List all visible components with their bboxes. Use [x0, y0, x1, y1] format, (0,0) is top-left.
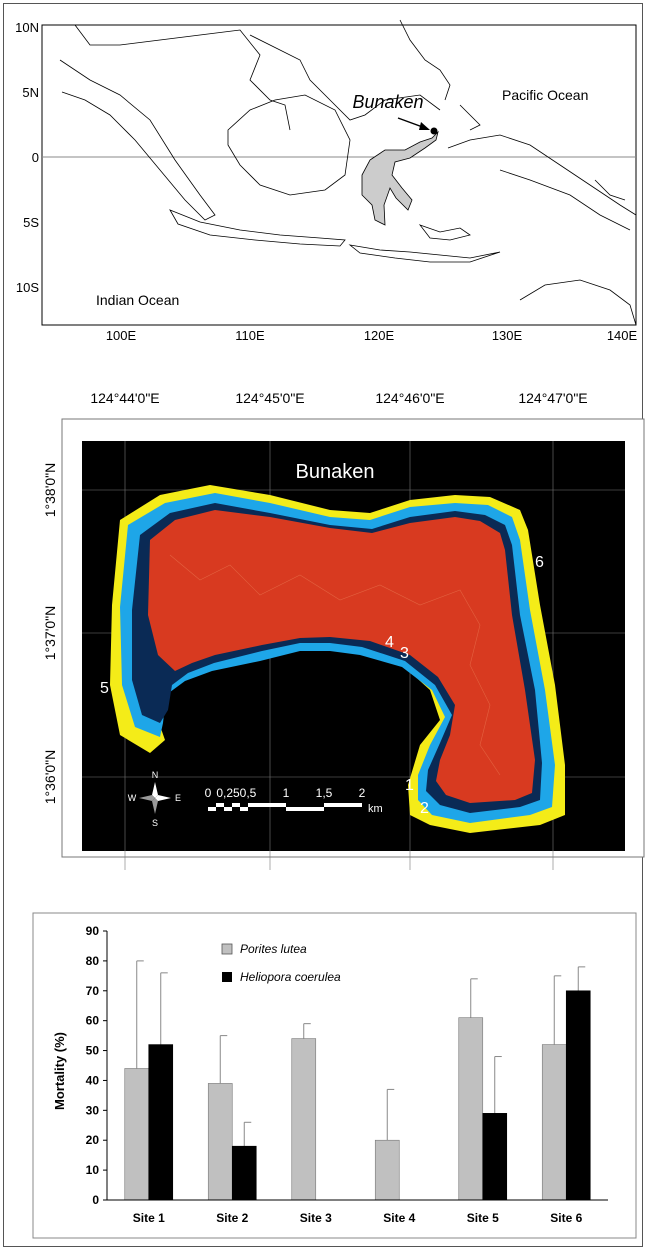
- x-tick-label: Site 3: [300, 1211, 332, 1225]
- bunaken-marker: [430, 127, 438, 135]
- mortality-chart: Mortality (%) 0 10 20 30 40 50 60 70 80 90 Site 1…: [32, 912, 637, 1239]
- site-label-3: 3: [400, 645, 409, 662]
- y-tick-label: 0: [92, 1193, 99, 1207]
- bar-porites: [124, 1068, 150, 1201]
- bar-heliopora: [231, 1145, 257, 1201]
- y-tick-label: 60: [86, 1014, 100, 1028]
- y-axis-label: Mortality (%): [52, 1032, 67, 1110]
- x-tick-label: Site 6: [550, 1211, 582, 1225]
- bar-porites: [541, 1044, 567, 1201]
- y-tick-label: 20: [86, 1133, 100, 1147]
- scale-bar: 0 0,25 0,5 1 1,5 2 km: [205, 786, 383, 815]
- bar-porites: [207, 1083, 233, 1201]
- scale-tick: 1: [283, 786, 290, 800]
- lat-label: 1°37'0"N: [42, 606, 58, 661]
- lat-label: 10N: [15, 20, 39, 35]
- compass-rose: N S W E: [128, 770, 181, 828]
- lat-label: 5N: [22, 85, 39, 100]
- bar-porites: [291, 1038, 317, 1201]
- island-lat-labels: 1°38'0"N 1°37'0"N 1°36'0"N: [42, 463, 58, 805]
- island-map: 124°44'0"E 124°45'0"E 124°46'0"E 124°47'…: [42, 390, 645, 870]
- scale-tick: 1,5: [316, 786, 333, 800]
- site-label-4: 4: [385, 634, 394, 651]
- site-label-6: 6: [535, 554, 544, 571]
- island-land: [148, 510, 535, 803]
- compass-s: S: [152, 818, 158, 828]
- compass-n: N: [152, 770, 159, 780]
- bunaken-arrowhead: [419, 122, 430, 130]
- lon-label: 124°47'0"E: [518, 390, 587, 406]
- x-tick-label: Site 1: [133, 1211, 165, 1225]
- legend-label-porites: Porites lutea: [240, 942, 307, 956]
- label-bunaken: Bunaken: [352, 92, 423, 112]
- site-labels: 1 2 3 4 5 6: [100, 554, 544, 817]
- y-tick-label: 40: [86, 1073, 100, 1087]
- overview-lat-labels: 10N 5N 0 5S 10S: [15, 20, 39, 295]
- y-tick-label: 70: [86, 984, 100, 998]
- bar-porites: [458, 1017, 484, 1201]
- scale-tick: 0: [205, 786, 212, 800]
- legend-label-heliopora: Heliopora coerulea: [240, 970, 341, 984]
- compass-e: E: [175, 793, 181, 803]
- x-tick-label: Site 2: [216, 1211, 248, 1225]
- island-lon-labels: 124°44'0"E 124°45'0"E 124°46'0"E 124°47'…: [90, 390, 587, 406]
- sulawesi-island: [361, 130, 439, 226]
- scale-unit: km: [368, 803, 383, 815]
- y-tick-label: 80: [86, 954, 100, 968]
- coastlines: [59, 19, 637, 326]
- legend: Porites lutea Heliopora coerulea: [221, 942, 341, 984]
- lon-label: 140E: [607, 328, 638, 343]
- overview-map: Bunaken Pacific Ocean Indian Ocean 10N 5…: [15, 19, 638, 343]
- overview-lon-labels: 100E 110E 120E 130E 140E: [106, 328, 638, 343]
- legend-swatch-porites: [221, 943, 233, 955]
- lat-label: 10S: [16, 280, 39, 295]
- x-tick-label: Site 4: [383, 1211, 415, 1225]
- y-tick-label: 90: [86, 924, 100, 938]
- lat-label: 1°38'0"N: [42, 463, 58, 518]
- land-texture: [169, 554, 501, 776]
- y-tick-label: 50: [86, 1044, 100, 1058]
- overview-map-border: [41, 24, 637, 326]
- x-tick-label: Site 5: [467, 1211, 499, 1225]
- lon-label: 124°46'0"E: [375, 390, 444, 406]
- lon-label: 100E: [106, 328, 137, 343]
- bar-heliopora: [148, 1044, 174, 1201]
- site-label-1: 1: [405, 777, 414, 794]
- site-label-5: 5: [100, 680, 109, 697]
- lat-label: 0: [32, 150, 39, 165]
- bar-heliopora: [565, 990, 591, 1201]
- lon-label: 124°44'0"E: [90, 390, 159, 406]
- scale-tick: 2: [359, 786, 366, 800]
- scale-tick: 0,5: [240, 786, 257, 800]
- bar-porites: [374, 1139, 400, 1201]
- lat-label: 5S: [23, 215, 39, 230]
- lon-label: 124°45'0"E: [235, 390, 304, 406]
- bar-heliopora: [482, 1113, 508, 1201]
- compass-w: W: [128, 793, 137, 803]
- lon-label: 110E: [235, 328, 265, 343]
- lon-label: 130E: [492, 328, 523, 343]
- site-label-2: 2: [420, 800, 429, 817]
- scale-tick: 0,25: [216, 786, 240, 800]
- lon-label: 120E: [364, 328, 395, 343]
- y-tick-label: 30: [86, 1103, 100, 1117]
- label-pacific-ocean: Pacific Ocean: [502, 87, 588, 103]
- lat-label: 1°36'0"N: [42, 750, 58, 805]
- legend-swatch-heliopora: [222, 972, 232, 982]
- label-indian-ocean: Indian Ocean: [96, 292, 179, 308]
- y-tick-label: 10: [86, 1163, 100, 1177]
- island-title: Bunaken: [296, 461, 375, 483]
